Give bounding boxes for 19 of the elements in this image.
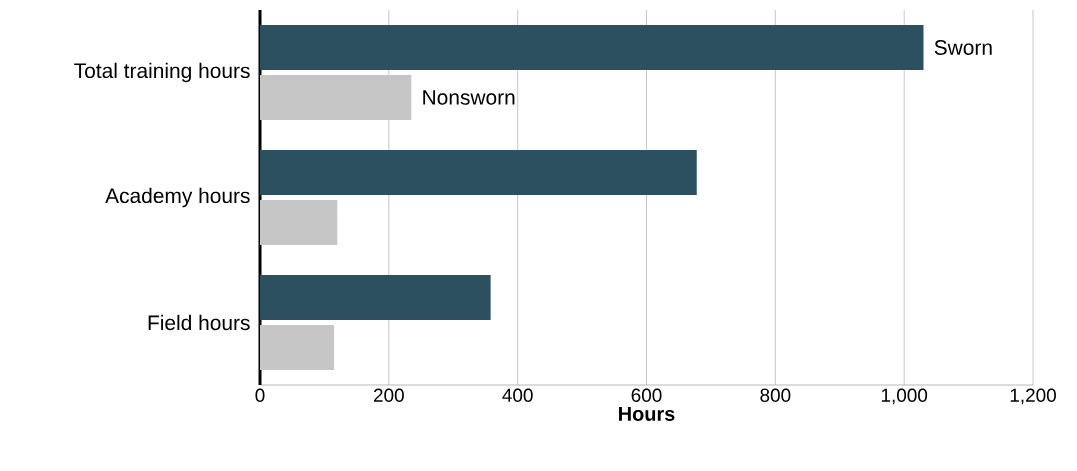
y-tick-label: Field hours (148, 314, 250, 331)
x-axis-title: Hours (619, 407, 675, 421)
y-tick-label: Total training hours (74, 62, 250, 83)
bar (260, 150, 697, 195)
x-tick-label: 600 (631, 388, 662, 402)
x-tick-label: 200 (374, 388, 404, 402)
series-label: Nonsworn (423, 90, 515, 105)
x-tick-label: 1,200 (1010, 388, 1056, 405)
x-tick-label: 1,000 (881, 388, 928, 405)
bar (260, 200, 338, 245)
bar (260, 275, 491, 320)
series-label: Sworn (934, 40, 992, 55)
x-tick-label: 0 (255, 388, 265, 402)
bar (260, 325, 335, 370)
y-tick-label: Academy hours (105, 187, 250, 208)
x-tick-label: 400 (502, 388, 533, 402)
bar (260, 75, 412, 120)
x-tick-label: 800 (760, 388, 791, 402)
bar (260, 25, 924, 70)
